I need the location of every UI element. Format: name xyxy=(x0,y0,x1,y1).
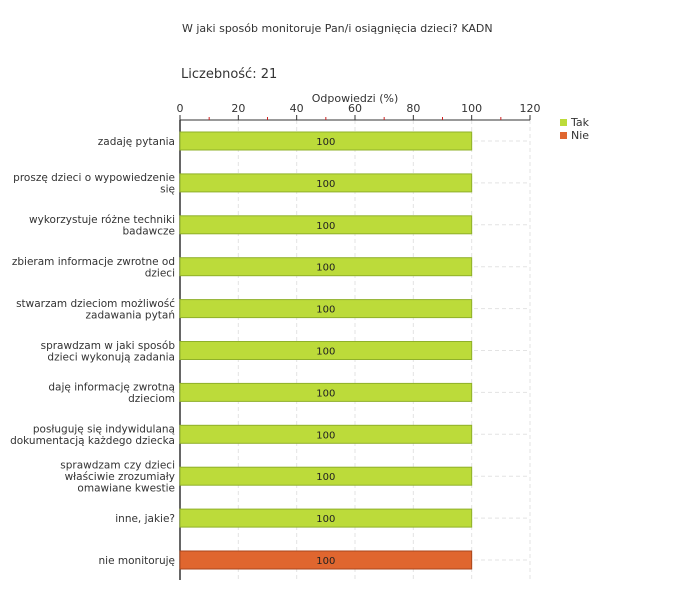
x-tick-label: 80 xyxy=(406,102,420,115)
category-label: dzieci wykonują zadania xyxy=(47,351,175,363)
data-label: 100 xyxy=(316,221,335,232)
sample-size: Liczebność: 21 xyxy=(181,67,277,82)
category-label: zadawania pytań xyxy=(86,309,176,321)
data-label: 100 xyxy=(316,430,335,441)
category-label: się xyxy=(160,184,175,196)
bar-tak xyxy=(179,466,473,486)
data-label: 100 xyxy=(316,263,335,274)
data-label: 100 xyxy=(316,514,335,525)
data-label: 100 xyxy=(316,137,335,148)
bar-tak xyxy=(179,341,473,360)
category-label: proszę dzieci o wypowiedzenie xyxy=(13,172,175,184)
data-label: 100 xyxy=(316,388,335,399)
chart-title: W jaki sposób monitoruje Pan/i osiągnięc… xyxy=(182,22,493,35)
data-label: 100 xyxy=(316,347,335,358)
bar-tak xyxy=(179,508,473,528)
category-label: nie monitoruję xyxy=(99,555,175,567)
legend-swatch-tak xyxy=(560,119,567,126)
category-label: badawcze xyxy=(122,226,175,238)
sample-size-label: Liczebność: xyxy=(181,67,257,82)
bar-tak xyxy=(179,131,473,151)
x-tick-label: 0 xyxy=(177,102,184,115)
category-label: sprawdzam czy dzieci xyxy=(60,460,175,472)
sample-size-value: 21 xyxy=(260,67,278,82)
x-axis-title: Odpowiedzi (%) xyxy=(312,92,399,105)
category-label: wykorzystuje różne techniki xyxy=(29,214,175,226)
category-label: dzieci xyxy=(145,267,175,279)
x-tick-label: 100 xyxy=(461,102,482,115)
category-label: daję informację zwrotną xyxy=(48,382,175,394)
bar-tak xyxy=(179,299,473,319)
data-label: 100 xyxy=(316,179,335,190)
bar-tak xyxy=(179,382,473,402)
data-label: 100 xyxy=(316,472,335,483)
category-label: dokumentacją każdego dziecka xyxy=(10,435,175,447)
legend-swatch-nie xyxy=(560,132,567,139)
category-label: zbieram informacje zwrotne od xyxy=(12,256,175,268)
category-label: posługuję się indywidulaną xyxy=(33,424,175,436)
bar-tak xyxy=(179,215,473,235)
category-label: omawiane kwestie xyxy=(77,483,175,495)
bar-nie xyxy=(179,550,473,570)
x-tick-label: 20 xyxy=(231,102,245,115)
category-label: stwarzam dzieciom możliwość xyxy=(16,298,175,310)
category-label: sprawdzam w jaki sposób xyxy=(41,340,176,352)
legend-label-nie: Nie xyxy=(571,129,589,142)
x-tick-label: 60 xyxy=(348,102,362,115)
x-tick-label: 120 xyxy=(520,102,541,115)
bar-tak xyxy=(179,257,473,277)
category-label: zadaję pytania xyxy=(98,136,175,148)
data-label: 100 xyxy=(316,305,335,316)
category-label: właściwie zrozumiały xyxy=(65,471,175,483)
data-label: 100 xyxy=(316,556,335,567)
category-label: dzieciom xyxy=(128,393,175,405)
category-label: inne, jakie? xyxy=(115,513,175,525)
bar-tak xyxy=(179,424,473,444)
bar-tak xyxy=(179,173,473,193)
legend-label-tak: Tak xyxy=(570,116,590,129)
x-tick-label: 40 xyxy=(290,102,304,115)
